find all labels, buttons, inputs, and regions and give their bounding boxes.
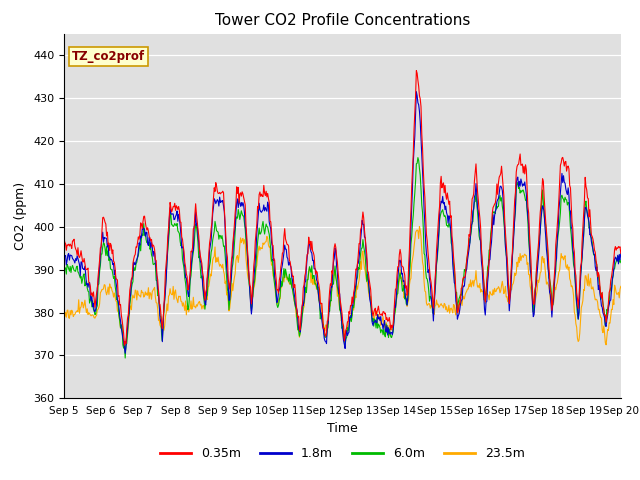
0.35m [428,287,436,293]
1.8m [185,294,193,300]
23.5m [415,224,423,229]
6.0m [70,267,78,273]
0.35m [413,68,420,73]
Text: TZ_co2prof: TZ_co2prof [72,50,145,63]
23.5m [411,237,419,243]
0.35m [70,236,78,242]
Line: 1.8m: 1.8m [64,92,621,353]
6.0m [128,281,136,287]
1.8m [122,350,129,356]
1.8m [70,258,78,264]
0.35m [617,251,625,256]
X-axis label: Time: Time [327,421,358,434]
23.5m [617,284,625,289]
Line: 6.0m: 6.0m [64,157,621,358]
6.0m [60,267,68,273]
6.0m [411,190,419,196]
Line: 0.35m: 0.35m [64,71,621,345]
0.35m [60,235,68,240]
23.5m [60,316,68,322]
0.35m [128,274,136,280]
0.35m [411,110,419,116]
23.5m [122,345,129,351]
23.5m [428,304,436,310]
23.5m [214,254,222,260]
0.35m [185,284,193,290]
1.8m [60,251,68,257]
1.8m [411,133,419,139]
23.5m [70,312,78,318]
0.35m [214,191,222,196]
6.0m [428,298,436,303]
23.5m [128,296,136,301]
6.0m [122,355,129,361]
23.5m [185,309,193,315]
6.0m [414,155,422,160]
1.8m [428,301,436,307]
6.0m [185,305,193,311]
1.8m [413,89,420,95]
6.0m [214,229,222,235]
6.0m [617,260,625,265]
Legend: 0.35m, 1.8m, 6.0m, 23.5m: 0.35m, 1.8m, 6.0m, 23.5m [155,442,530,465]
Line: 23.5m: 23.5m [64,227,621,348]
1.8m [617,251,625,256]
1.8m [214,198,222,204]
Y-axis label: CO2 (ppm): CO2 (ppm) [15,182,28,250]
Title: Tower CO2 Profile Concentrations: Tower CO2 Profile Concentrations [214,13,470,28]
0.35m [120,342,128,348]
1.8m [128,276,136,282]
